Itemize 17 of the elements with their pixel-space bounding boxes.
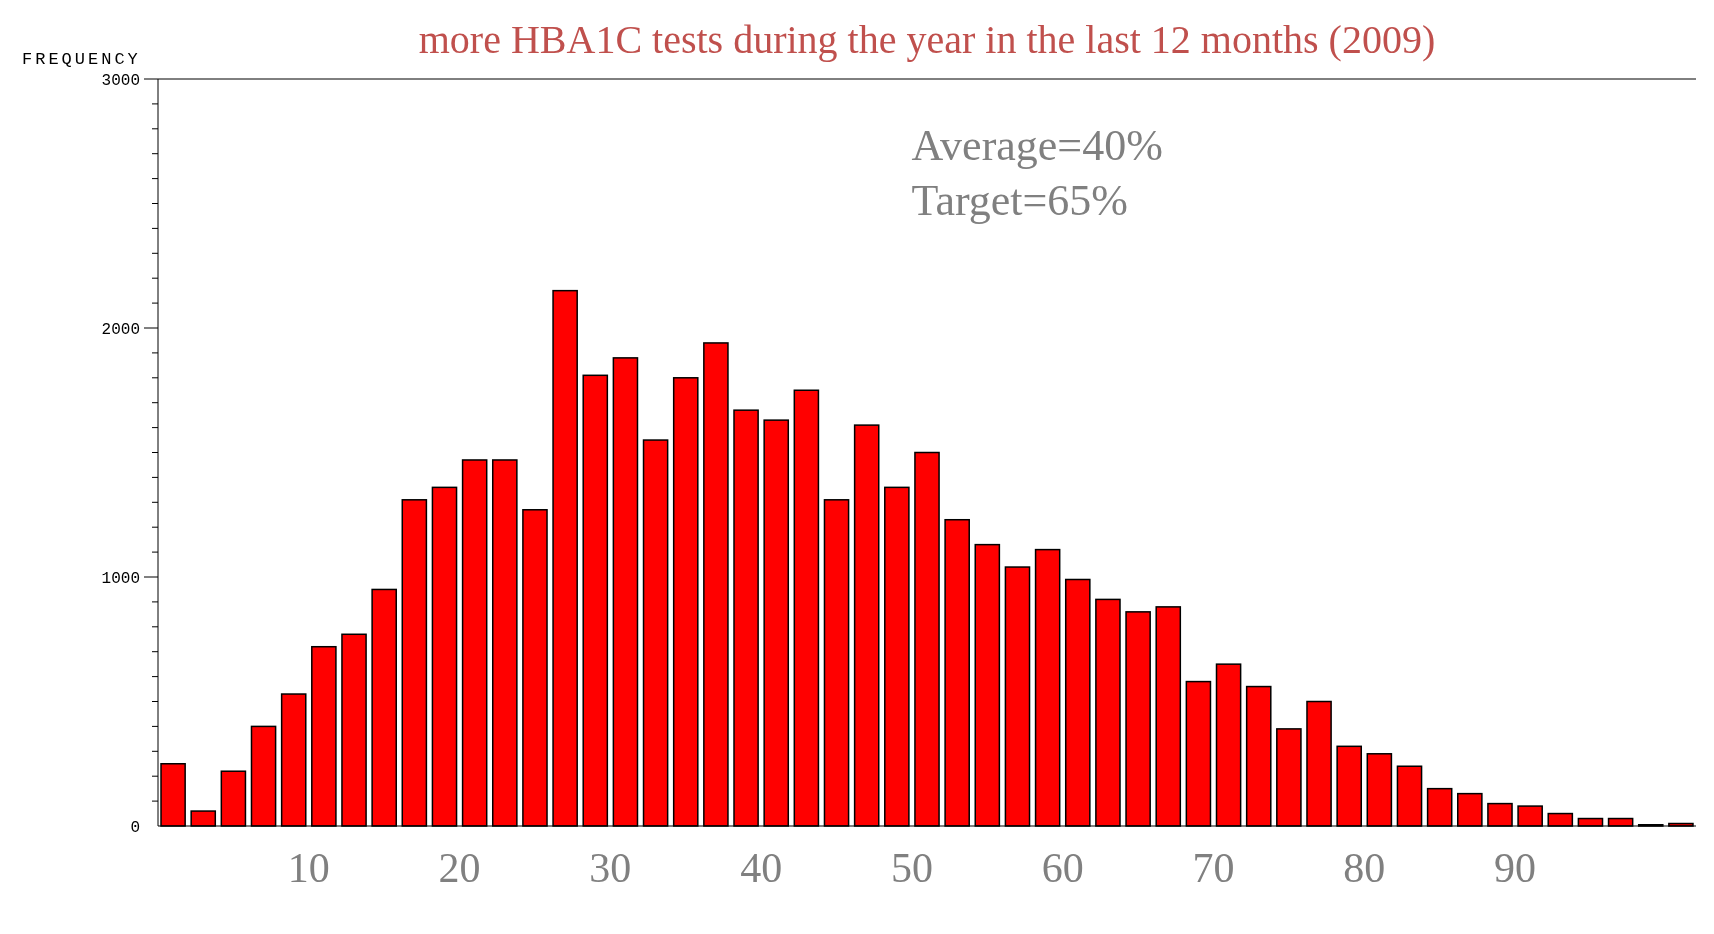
y-tick-label: 3000	[101, 72, 140, 90]
x-tick-label: 70	[1192, 845, 1235, 891]
y-tick-label: 1000	[101, 570, 140, 588]
x-tick-label: 20	[438, 845, 481, 891]
y-axis-title: FREQUENCY	[22, 50, 141, 69]
annotation: Average=40%	[911, 120, 1163, 172]
x-tick-label: 30	[589, 845, 632, 891]
x-tick-label: 90	[1494, 845, 1537, 891]
x-tick-label: 10	[287, 845, 330, 891]
annotation: Target=65%	[911, 175, 1130, 227]
y-tick-label: 2000	[101, 321, 140, 339]
y-tick-label: 0	[130, 819, 140, 837]
x-tick-label: 50	[890, 845, 933, 891]
x-tick-label: 60	[1041, 845, 1084, 891]
x-tick-label: 40	[740, 845, 783, 891]
x-tick-label: 80	[1343, 845, 1386, 891]
chart-title: more HBA1C tests during the year in the last 12 months (2009)	[417, 16, 1437, 63]
